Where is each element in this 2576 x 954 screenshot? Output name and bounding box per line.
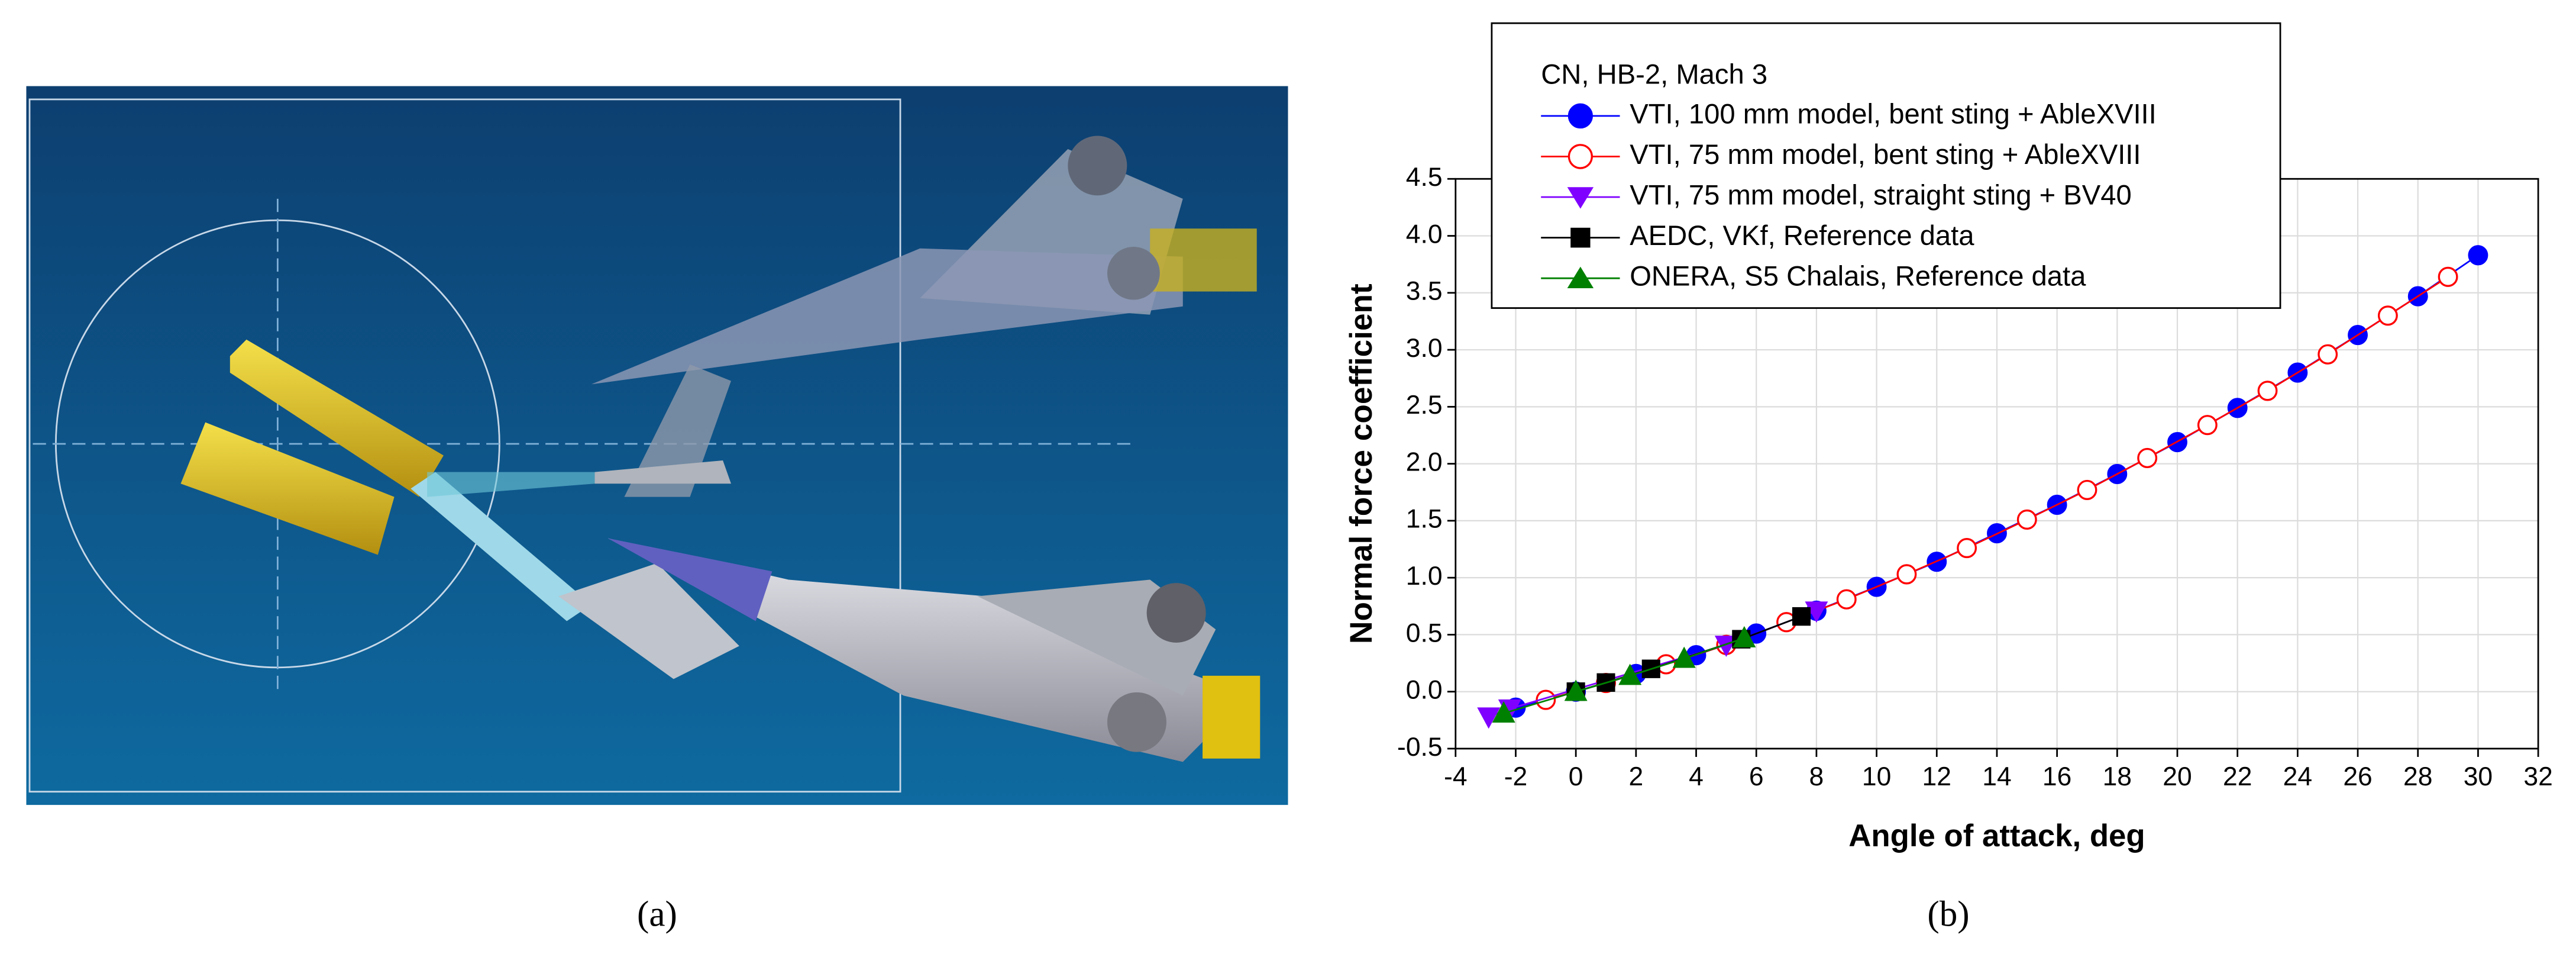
marker [1672,646,1696,668]
x-tick-label: 10 [1862,762,1891,791]
marker [2318,344,2338,365]
x-tick-label: 32 [2523,762,2552,791]
legend-marker [1567,103,1593,129]
y-tick-label: 1.0 [1406,562,1443,591]
marker [1618,663,1642,685]
legend-marker [1567,266,1594,288]
legend-label: AEDC, VKf, Reference data [1630,220,1974,252]
marker [1477,707,1501,729]
legend-title: CN, HB-2, Mach 3 [1541,59,1767,90]
y-tick-label: 1.5 [1406,505,1443,534]
x-tick-label: 22 [2223,762,2252,791]
x-tick-label: -2 [1504,762,1528,791]
x-tick-label: 6 [1749,762,1764,791]
legend-box [1491,22,2281,309]
y-tick-label: 4.5 [1406,163,1443,192]
x-tick-label: 12 [1922,762,1951,791]
y-tick-label: 3.5 [1406,276,1443,305]
marker [1564,679,1588,701]
x-tick-label: -4 [1444,762,1468,791]
marker [2016,509,2037,530]
x-tick-label: 26 [2343,762,2372,791]
y-tick-label: -0.5 [1397,733,1443,762]
y-tick-label: 0.0 [1406,675,1443,704]
y-tick-label: 4.0 [1406,220,1443,249]
x-tick-label: 16 [2042,762,2071,791]
marker [1957,538,1977,559]
x-tick-label: 0 [1569,762,1583,791]
legend-label: VTI, 100 mm model, bent sting + AbleXVII… [1630,98,2157,130]
marker [1733,626,1756,647]
x-tick-label: 20 [2163,762,2192,791]
marker [2137,447,2158,469]
marker [2257,381,2278,401]
panel-caption: (a) [637,894,677,934]
marker [2197,415,2218,436]
legend-label: VTI, 75 mm model, bent sting + AbleXVIII [1630,139,2141,170]
x-tick-label: 8 [1809,762,1824,791]
marker [2438,266,2458,287]
x-tick-label: 4 [1689,762,1704,791]
legend-label: ONERA, S5 Chalais, Reference data [1630,261,2086,292]
marker [1896,564,1917,585]
x-tick-label: 2 [1628,762,1643,791]
y-axis-label: Normal force coefficient [1344,283,1379,644]
x-tick-label: 24 [2283,762,2312,791]
marker [1805,601,1828,623]
marker [1792,607,1811,626]
x-tick-label: 14 [1982,762,2011,791]
legend-marker [1570,227,1591,248]
legend-marker [1567,187,1594,209]
y-tick-label: 2.0 [1406,447,1443,476]
chart: -4 -2 0 2 4 6 8 10 12 14 16 18 20 22 24 26 28 30 32-0.50.0… [1344,22,2553,853]
marker [2377,305,2398,326]
x-axis-label: Angle of attack, deg [1848,818,2145,853]
x-tick-label: 30 [2464,762,2493,791]
y-tick-label: 0.5 [1406,618,1443,647]
marker [2077,479,2097,500]
legend-label: VTI, 75 mm model, straight sting + BV40 [1630,179,2132,211]
y-tick-label: 2.5 [1406,391,1443,420]
y-tick-label: 3.0 [1406,334,1443,363]
x-tick-label: 28 [2403,762,2432,791]
marker [1836,589,1857,610]
x-tick-label: 18 [2103,762,2132,791]
panel-caption: (b) [1927,894,1969,934]
marker [2468,245,2488,266]
legend-marker [1567,144,1593,169]
marker [1492,701,1515,723]
cad-image [26,86,1288,805]
